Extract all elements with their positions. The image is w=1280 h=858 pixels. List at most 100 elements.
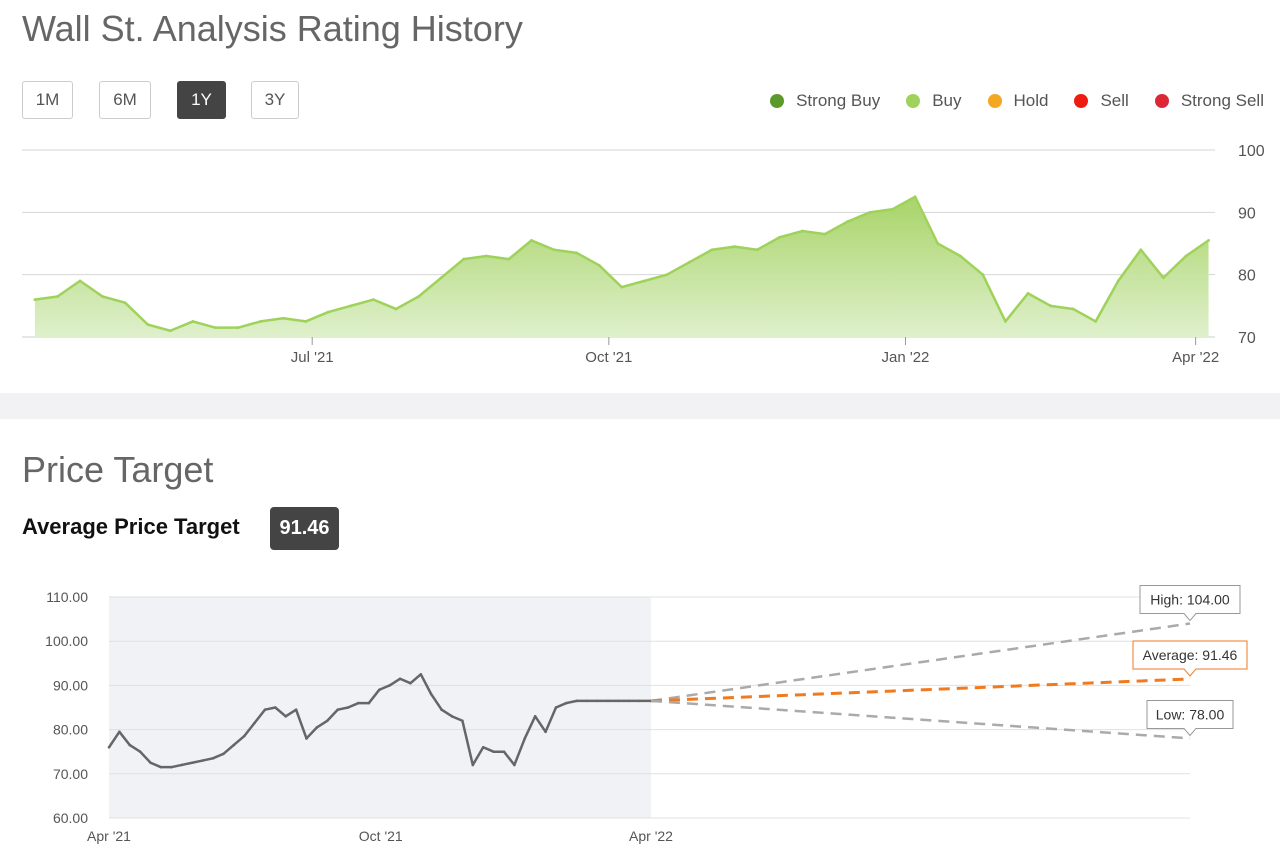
rating-point xyxy=(326,310,330,314)
price-point xyxy=(481,745,485,749)
price-point xyxy=(523,737,527,740)
tooltip-text: Average: 91.46 xyxy=(1143,647,1238,663)
rating-history-title: Wall St. Analysis Rating History xyxy=(22,8,523,49)
y-tick-label: 90 xyxy=(1238,205,1256,222)
price-point xyxy=(429,692,433,696)
price-point xyxy=(305,737,308,740)
strong-sell-dot xyxy=(1154,94,1169,108)
rating-point xyxy=(620,285,624,289)
rating-point xyxy=(1094,320,1098,323)
price-point xyxy=(440,708,443,712)
rating-point xyxy=(665,273,669,277)
price-point xyxy=(284,715,288,718)
price-point xyxy=(377,688,381,692)
legend-label: Hold xyxy=(1013,91,1049,110)
rating-point xyxy=(1162,276,1165,280)
x-tick-label: Jan '22 xyxy=(882,349,930,366)
low-target-line xyxy=(650,699,1191,740)
section-separator xyxy=(0,393,1280,419)
average-price-target-badge: 91.46 xyxy=(270,507,339,550)
range-button-3y[interactable]: 3Y xyxy=(251,81,299,119)
legend-strong-sell[interactable]: Strong Sell xyxy=(1154,91,1264,111)
price-point xyxy=(367,701,371,705)
legend-buy[interactable]: Buy xyxy=(906,91,962,111)
rating-point xyxy=(304,320,308,323)
rating-point xyxy=(1207,238,1210,242)
rating-point xyxy=(936,242,940,245)
rating-point xyxy=(868,210,872,214)
price-point xyxy=(315,726,319,729)
low-target-tooltip: Low: 78.00 xyxy=(1146,699,1234,737)
rating-point xyxy=(913,195,917,199)
rating-point xyxy=(439,276,443,280)
buy-dot xyxy=(906,94,921,108)
rating-point xyxy=(123,301,127,305)
legend-label: Strong Sell xyxy=(1180,91,1264,110)
rating-point xyxy=(778,235,782,239)
price-target-title: Price Target xyxy=(22,449,214,490)
rating-point xyxy=(755,248,759,252)
price-point xyxy=(533,715,537,718)
price-point xyxy=(492,750,495,753)
rating-point xyxy=(1004,320,1007,323)
rating-point xyxy=(710,248,714,252)
rating-point xyxy=(688,260,691,264)
x-tick-label: Oct '21 xyxy=(359,828,403,844)
x-tick-label: Jul '21 xyxy=(291,349,334,366)
rating-point xyxy=(575,251,578,255)
price-point xyxy=(637,699,641,703)
historical-shaded-region xyxy=(109,597,651,818)
price-point xyxy=(554,706,558,709)
legend-sell[interactable]: Sell xyxy=(1074,91,1129,111)
tooltip-box xyxy=(1139,585,1241,622)
rating-point xyxy=(507,257,511,261)
rating-point xyxy=(146,323,150,326)
price-point xyxy=(606,699,610,703)
price-point xyxy=(336,708,339,712)
y-tick-label: 80 xyxy=(1238,268,1256,285)
tooltip-box xyxy=(1146,699,1234,737)
rating-legend: Strong Buy Buy Hold Sell Strong Sell xyxy=(770,91,1264,111)
legend-hold[interactable]: Hold xyxy=(987,91,1049,111)
price-point xyxy=(585,699,589,703)
rating-point xyxy=(1071,307,1075,311)
rating-area-fill xyxy=(34,196,1209,337)
x-tick-label: Apr '21 xyxy=(87,828,131,844)
rating-point xyxy=(214,326,217,330)
range-button-1y[interactable]: 1Y xyxy=(177,81,226,119)
y-tick-label: 80.00 xyxy=(53,722,88,738)
rating-point xyxy=(281,316,285,320)
price-point xyxy=(253,721,256,725)
rating-point xyxy=(823,232,827,236)
price-point xyxy=(149,761,152,765)
price-point xyxy=(471,763,475,767)
price-point xyxy=(596,699,599,703)
rating-point xyxy=(733,245,736,249)
price-point xyxy=(180,763,184,767)
legend-label: Buy xyxy=(932,91,962,110)
rating-point xyxy=(259,320,262,323)
rating-point xyxy=(597,263,601,267)
price-point xyxy=(565,701,568,705)
legend-strong-buy[interactable]: Strong Buy xyxy=(770,91,880,111)
rating-point xyxy=(1049,304,1052,308)
rating-point xyxy=(891,207,894,211)
price-point xyxy=(170,765,173,769)
range-button-1m[interactable]: 1M xyxy=(22,81,73,119)
rating-point xyxy=(168,329,172,333)
y-tick-label: 70 xyxy=(1238,330,1256,347)
price-point xyxy=(346,706,350,709)
high-target-line xyxy=(650,622,1191,703)
range-button-6m[interactable]: 6M xyxy=(99,81,151,119)
rating-point xyxy=(1139,248,1143,252)
tooltip-text: High: 104.00 xyxy=(1150,592,1230,608)
price-point xyxy=(419,673,423,676)
average-target-tooltip: Average: 91.46 xyxy=(1132,640,1248,677)
price-point xyxy=(409,681,412,685)
rating-point xyxy=(530,238,533,242)
rating-point xyxy=(1026,291,1030,295)
price-point xyxy=(388,684,391,687)
average-price-target-label: Average Price Target xyxy=(22,514,240,539)
y-tick-label: 110.00 xyxy=(46,589,88,605)
price-point xyxy=(544,730,547,734)
